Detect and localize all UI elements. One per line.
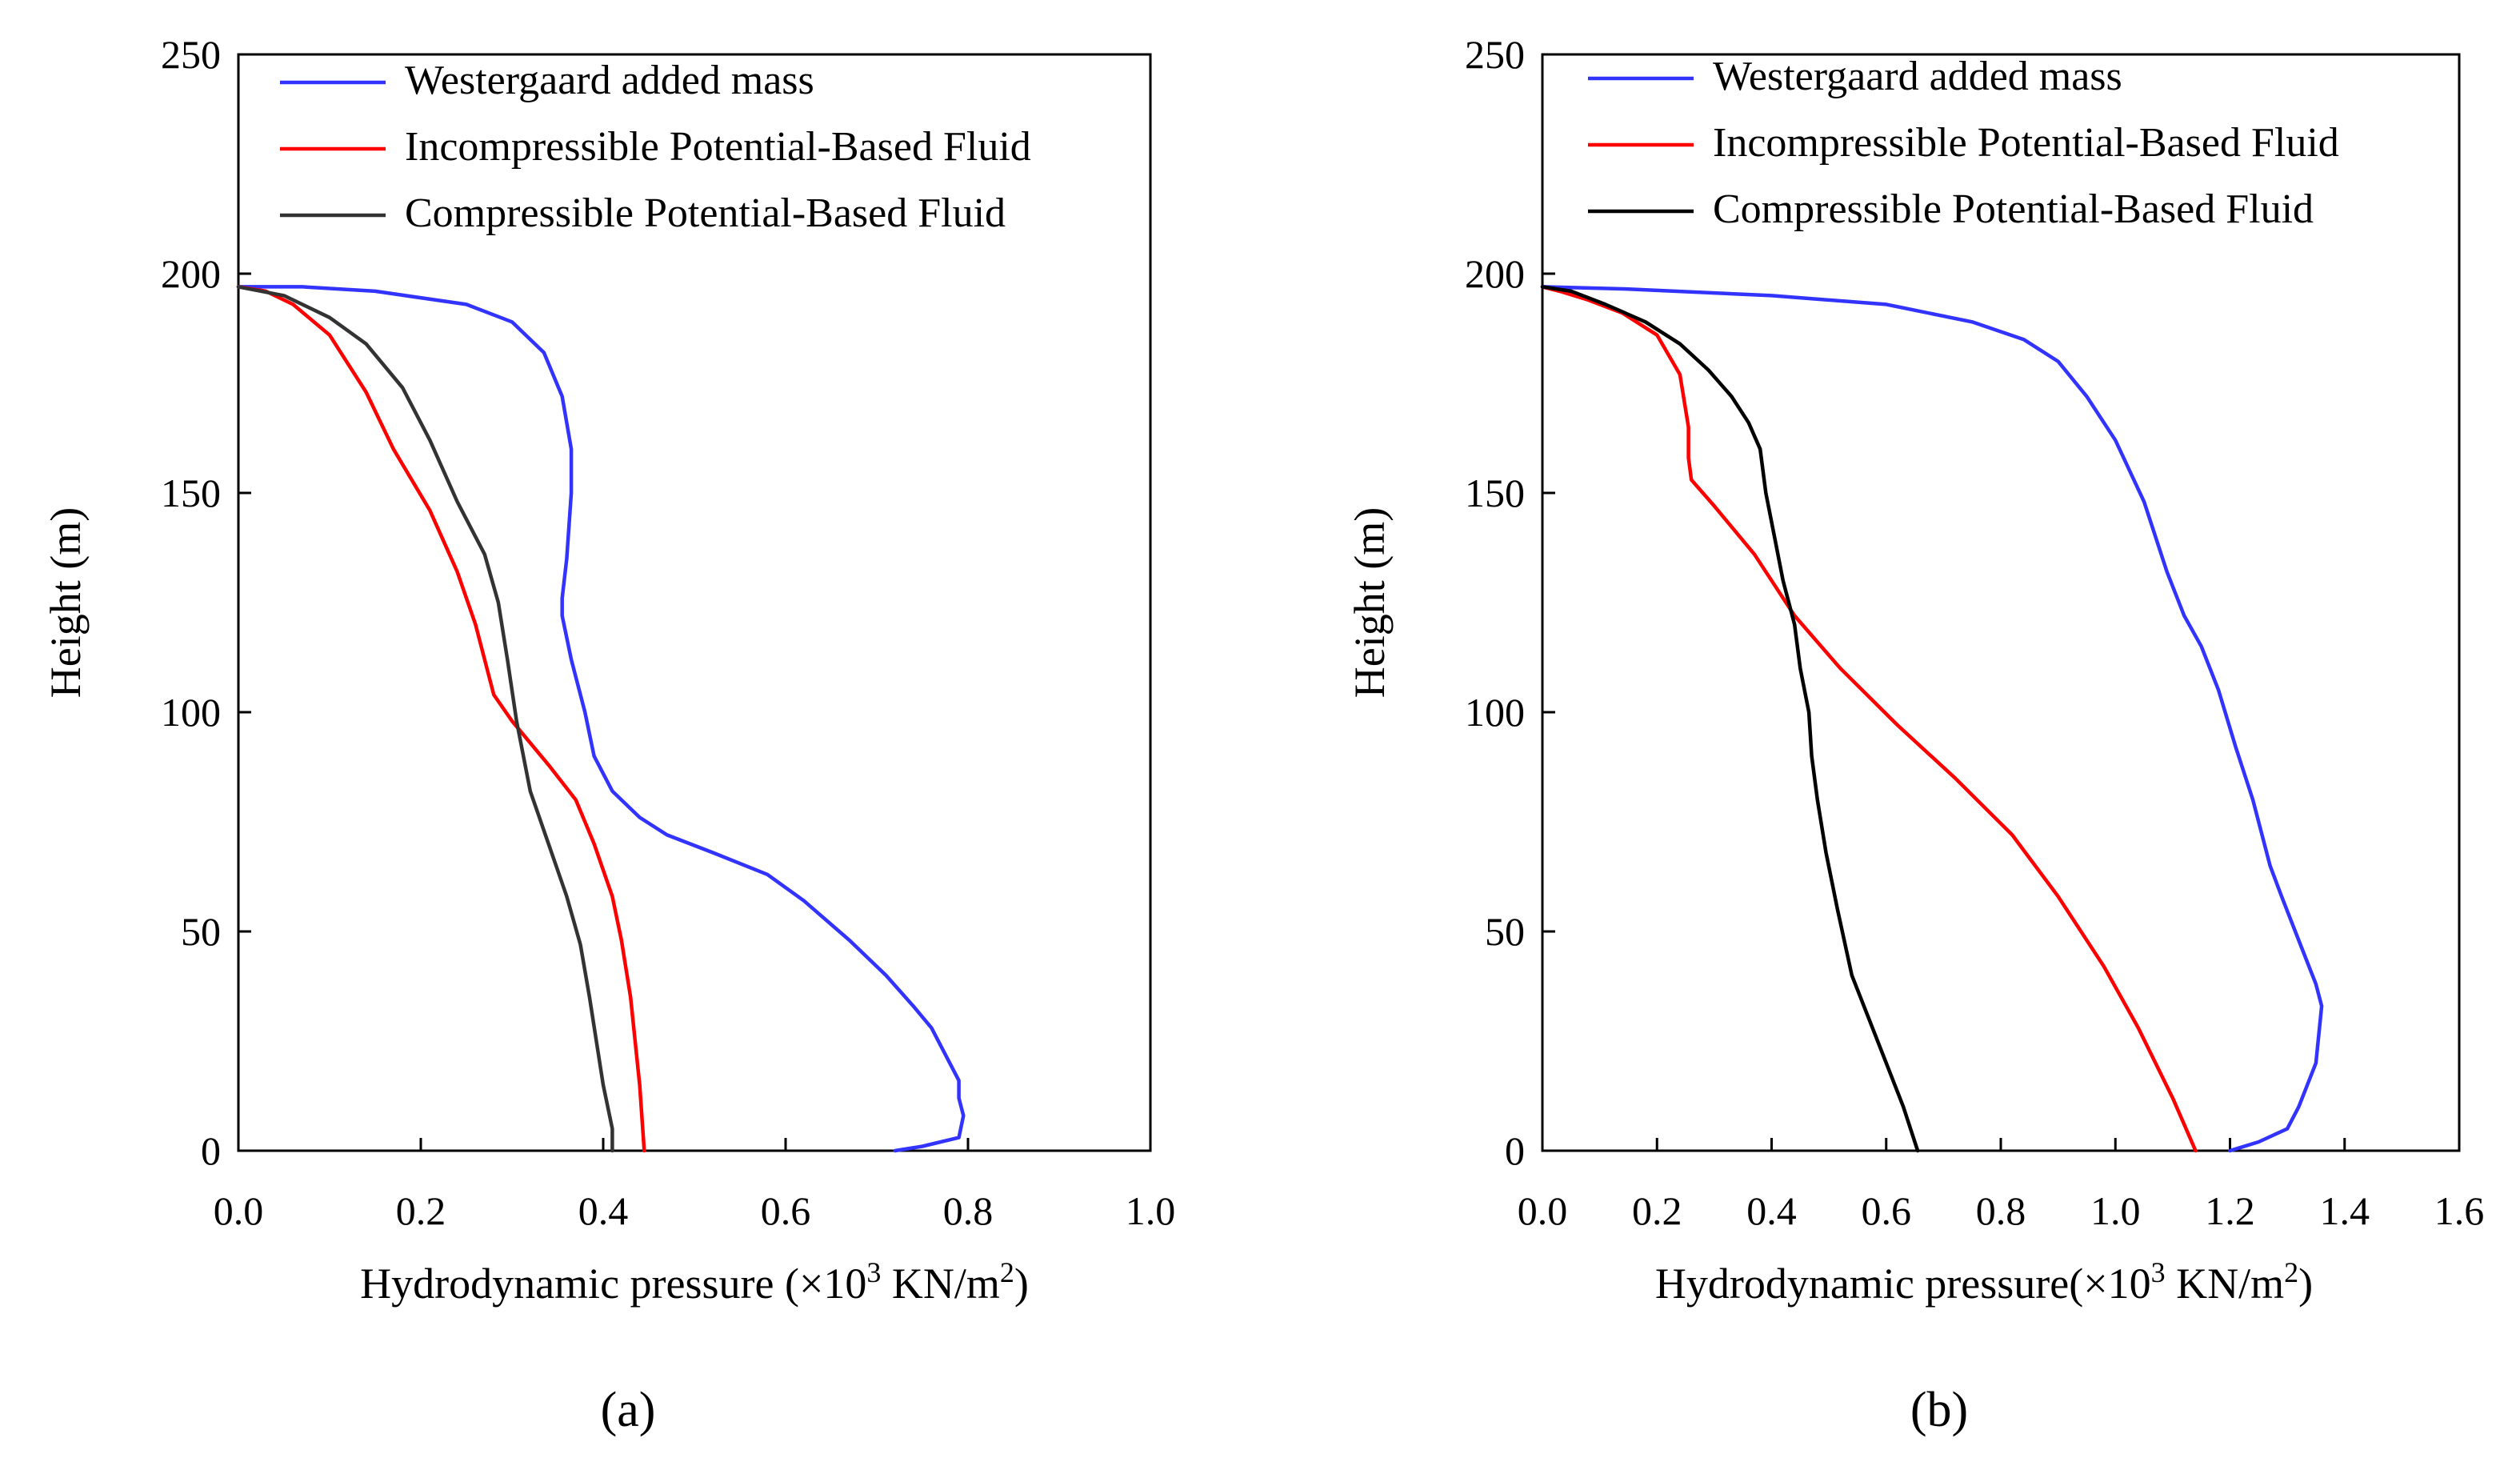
y-tick-label: 100: [161, 690, 221, 735]
x-tick-label: 1.4: [2320, 1188, 2370, 1233]
ticks-b: 0 50 100 150 200 250 0.0 0.2 0.4 0.6 0.8 1.0 1.2 1.4 1…: [1465, 32, 2484, 1233]
y-tick-label: 0: [1505, 1128, 1525, 1173]
x-tick-label: 0.6: [761, 1188, 811, 1233]
panel-a: 0 50 100 150 200 250 0.0 0.2 0.4 0.6 0.8 1.0 Wester…: [42, 32, 1175, 1437]
x-axis-title-a: Hydrodynamic pressure (×103 KN/m2): [360, 1256, 1029, 1308]
x-axis-title-a-end: ): [1014, 1260, 1029, 1308]
panel-label-a: (a): [601, 1383, 656, 1437]
series-line-3: [236, 285, 614, 1153]
panel-label-b: (b): [1910, 1383, 1968, 1437]
legend-label-1: Westergaard added mass: [405, 58, 814, 103]
x-tick-label: 1.2: [2205, 1188, 2255, 1233]
x-axis-title-b-exp1: 3: [2151, 1256, 2166, 1288]
x-tick-label: 0.0: [1518, 1188, 1568, 1233]
plot-frame-a: [237, 53, 1152, 1152]
y-tick-label: 100: [1465, 690, 1525, 735]
x-tick-label: 1.0: [1126, 1188, 1176, 1233]
x-tick-label: 0.8: [943, 1188, 994, 1233]
series-line-1: [236, 285, 966, 1153]
y-axis-title-b: Height (m): [1346, 507, 1394, 698]
x-axis-title-a-exp2: 2: [1000, 1256, 1014, 1288]
legend-a: Westergaard added mass Incompressible Pot…: [280, 58, 1031, 236]
panel-b: 0 50 100 150 200 250 0.0 0.2 0.4 0.6 0.8 1.0 1.2 1.4 1…: [1346, 32, 2484, 1437]
y-axis-title-a: Height (m): [42, 507, 90, 698]
y-tick-label: 150: [161, 471, 221, 515]
x-axis-title-b-main: Hydrodynamic pressure(×10: [1655, 1260, 2151, 1308]
series-line-2: [236, 285, 646, 1153]
series-line-1: [1540, 285, 2324, 1153]
x-tick-label: 1.6: [2434, 1188, 2485, 1233]
series-line-2: [1540, 285, 2198, 1153]
x-tick-label: 0.2: [1632, 1188, 1682, 1233]
x-axis-title-a-mid: KN/m: [881, 1260, 1000, 1308]
legend-label-3: Compressible Potential-Based Fluid: [1713, 186, 2314, 232]
legend-label-3: Compressible Potential-Based Fluid: [405, 190, 1006, 236]
y-tick-label: 150: [1465, 471, 1525, 515]
x-tick-label: 0.0: [214, 1188, 264, 1233]
y-tick-label: 0: [201, 1128, 221, 1173]
x-axis-title-b: Hydrodynamic pressure(×103 KN/m2): [1655, 1256, 2313, 1308]
x-axis-title-a-main: Hydrodynamic pressure (×10: [360, 1260, 866, 1308]
series-line-3: [1540, 285, 1920, 1153]
y-tick-label: 50: [181, 909, 221, 954]
legend-label-2: Incompressible Potential-Based Fluid: [405, 124, 1031, 170]
legend-b: Westergaard added mass Incompressible Pot…: [1588, 54, 2339, 232]
legend-label-1: Westergaard added mass: [1713, 54, 2122, 99]
series-lines-b: [1540, 285, 2324, 1153]
x-axis-title-b-end: ): [2298, 1260, 2313, 1308]
x-tick-label: 0.4: [1746, 1188, 1797, 1233]
y-tick-label: 200: [1465, 251, 1525, 296]
series-lines-a: [236, 285, 966, 1153]
y-tick-label: 250: [1465, 32, 1525, 77]
legend-label-2: Incompressible Potential-Based Fluid: [1713, 120, 2339, 166]
y-tick-label: 50: [1485, 909, 1525, 954]
x-axis-title-b-mid: KN/m: [2166, 1260, 2285, 1308]
y-tick-label: 200: [161, 251, 221, 296]
x-axis-title-b-exp2: 2: [2284, 1256, 2298, 1288]
x-tick-label: 1.0: [2090, 1188, 2141, 1233]
x-axis-title-a-exp1: 3: [866, 1256, 881, 1288]
y-tick-label: 250: [161, 32, 221, 77]
x-tick-label: 0.4: [578, 1188, 629, 1233]
ticks-a: 0 50 100 150 200 250 0.0 0.2 0.4 0.6 0.8 1.0: [161, 32, 1175, 1233]
x-tick-label: 0.2: [396, 1188, 446, 1233]
x-tick-label: 0.6: [1862, 1188, 1912, 1233]
x-tick-label: 0.8: [1976, 1188, 2026, 1233]
